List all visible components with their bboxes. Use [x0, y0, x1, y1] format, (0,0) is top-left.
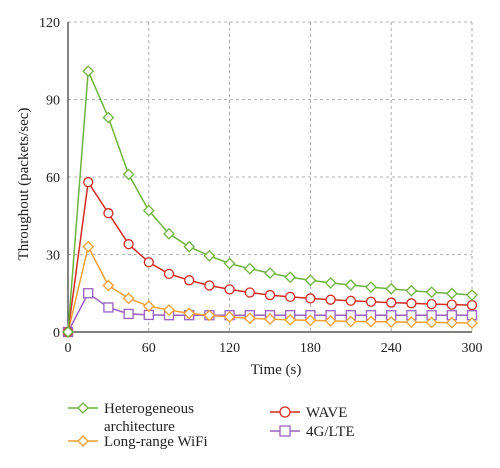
data-point-long-range-wifi: [142, 300, 155, 313]
data-point-wave: [285, 291, 296, 303]
data-point-heterogeneous-architecture: [223, 257, 236, 270]
data-point-long-range-wifi: [425, 316, 438, 329]
data-point-wave: [426, 298, 437, 310]
data-point-heterogeneous-architecture: [344, 279, 357, 291]
data-point-wave: [204, 280, 215, 291]
legend-marker-lte: [279, 425, 291, 437]
data-point-heterogeneous-architecture: [183, 240, 196, 253]
data-point-wave: [345, 295, 356, 306]
data-point-4g-lte: [123, 308, 134, 320]
data-point-long-range-wifi: [365, 315, 377, 328]
data-point-long-range-wifi: [122, 292, 135, 305]
series-group: [62, 65, 478, 338]
data-point-long-range-wifi: [466, 317, 478, 329]
data-point-heterogeneous-architecture: [445, 287, 458, 300]
data-point-heterogeneous-architecture: [163, 227, 175, 240]
data-point-4g-lte: [103, 302, 114, 313]
x-tick-label-300: 300: [462, 341, 483, 356]
x-axis-label: Time (s): [251, 362, 302, 378]
data-point-heterogeneous-architecture: [385, 282, 398, 295]
data-point-long-range-wifi: [264, 313, 276, 326]
legend-label-lte: 4G/LTE: [306, 424, 355, 440]
data-point-heterogeneous-architecture: [365, 281, 377, 293]
data-point-long-range-wifi: [183, 307, 196, 320]
data-point-long-range-wifi: [284, 313, 297, 326]
data-point-wave: [184, 275, 195, 286]
data-point-heterogeneous-architecture: [82, 65, 95, 78]
tick-labels: 0 30 60 90 120 0 60 120 180 240 300: [39, 16, 483, 356]
data-point-long-range-wifi: [405, 316, 418, 329]
data-point-wave: [83, 177, 94, 188]
data-point-heterogeneous-architecture: [62, 326, 74, 338]
data-point-heterogeneous-architecture: [264, 267, 276, 280]
data-point-heterogeneous-architecture: [284, 271, 297, 284]
y-tick-label-0: 0: [53, 326, 60, 341]
data-point-wave: [163, 268, 175, 280]
legend-item-longrange: Long-range WiFi: [68, 434, 208, 450]
data-point-heterogeneous-architecture: [122, 168, 135, 181]
data-point-long-range-wifi: [82, 240, 95, 253]
data-point-long-range-wifi: [243, 312, 256, 325]
data-point-wave: [406, 298, 417, 309]
data-point-heterogeneous-architecture: [405, 284, 418, 297]
data-point-heterogeneous-architecture: [324, 276, 337, 289]
x-tick-label-240: 240: [381, 341, 402, 356]
data-point-wave: [466, 299, 478, 311]
x-tick-label-180: 180: [300, 341, 321, 356]
legend-item-lte: 4G/LTE: [270, 424, 355, 440]
legend-label-wave: WAVE: [306, 405, 347, 421]
data-point-heterogeneous-architecture: [425, 286, 438, 299]
data-point-long-range-wifi: [344, 315, 357, 328]
legend-marker-longrange: [77, 435, 89, 447]
data-point-wave: [386, 297, 397, 308]
data-point-wave: [446, 299, 457, 310]
y-tick-label-60: 60: [46, 171, 60, 186]
data-point-wave: [305, 293, 316, 304]
data-point-wave: [325, 294, 336, 305]
data-point-long-range-wifi: [445, 316, 458, 329]
legend-item-wave: WAVE: [270, 405, 347, 421]
data-point-heterogeneous-architecture: [203, 249, 216, 262]
x-tick-label-60: 60: [142, 341, 156, 356]
data-point-long-range-wifi: [324, 314, 337, 327]
data-point-wave: [264, 289, 276, 301]
legend-marker-heterogeneous: [77, 402, 89, 414]
data-point-long-range-wifi: [385, 316, 398, 328]
data-point-long-range-wifi: [102, 279, 115, 292]
legend-item-heterogeneous: Heterogeneous architecture: [68, 401, 194, 435]
data-point-wave: [224, 284, 235, 295]
x-tick-label-120: 120: [219, 341, 240, 356]
data-point-heterogeneous-architecture: [243, 262, 256, 275]
axes: [67, 22, 472, 333]
data-point-4g-lte: [83, 288, 94, 299]
x-tick-label-0: 0: [65, 341, 72, 356]
data-point-wave: [244, 287, 255, 298]
data-point-long-range-wifi: [163, 304, 175, 316]
y-tick-label-90: 90: [46, 94, 60, 109]
y-tick-label-120: 120: [39, 16, 60, 31]
legend-marker-wave: [279, 406, 291, 418]
legend-label-longrange: Long-range WiFi: [104, 434, 208, 450]
y-tick-label-30: 30: [46, 249, 60, 264]
y-axis-label: Throughout (packets/sec): [16, 108, 32, 261]
data-point-heterogeneous-architecture: [102, 111, 115, 124]
data-point-long-range-wifi: [304, 314, 317, 327]
series-heterogeneous-architecture: [62, 65, 478, 338]
data-point-wave: [103, 208, 114, 219]
legend: Heterogeneous architecture WAVE Long-ran…: [68, 401, 355, 450]
legend-label-heterogeneous-1: Heterogeneous: [104, 401, 194, 417]
data-point-heterogeneous-architecture: [304, 274, 317, 287]
data-point-heterogeneous-architecture: [466, 289, 478, 301]
series-wave: [62, 177, 478, 338]
data-point-heterogeneous-architecture: [142, 204, 155, 217]
data-point-wave: [365, 296, 377, 307]
data-point-long-range-wifi: [203, 309, 216, 322]
legend-label-heterogeneous-2: architecture: [104, 419, 175, 435]
data-point-wave: [143, 257, 154, 268]
data-point-wave: [123, 239, 134, 250]
data-point-long-range-wifi: [223, 311, 236, 323]
